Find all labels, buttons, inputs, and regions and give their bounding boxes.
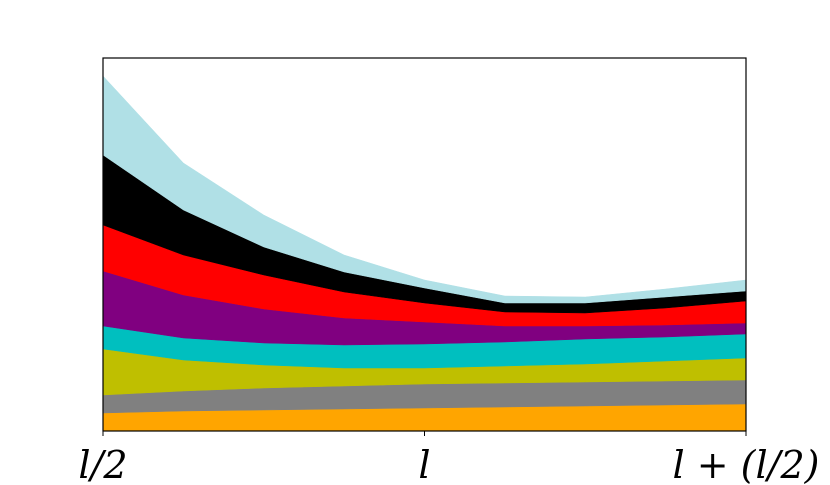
x-tick-label: l <box>418 443 430 485</box>
x-tick-label: l + (l/2) <box>673 443 820 485</box>
x-tick-label: l/2 <box>78 443 127 485</box>
